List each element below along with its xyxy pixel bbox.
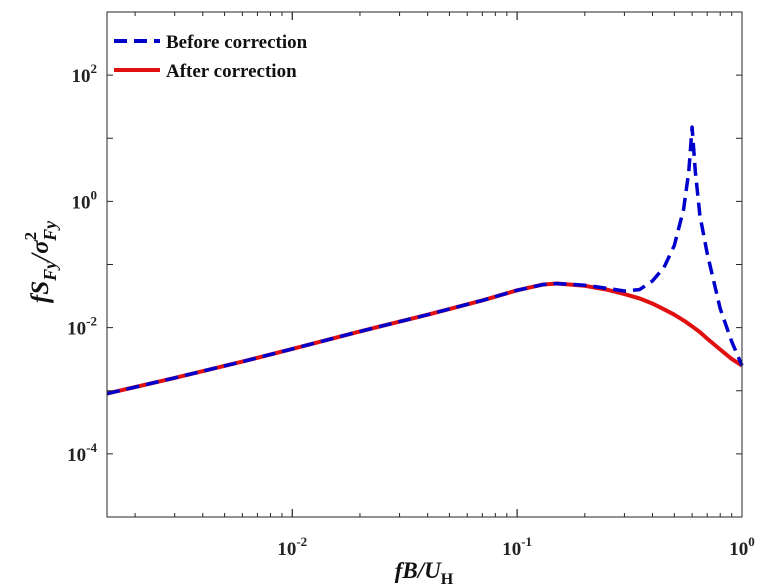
- series-layer: [106, 125, 744, 396]
- legend-label-after: After correction: [166, 61, 297, 82]
- y-tick-label: 10-2: [67, 314, 97, 340]
- x-tick-label: 100: [729, 534, 755, 560]
- x-axis-title: fB/UH: [395, 558, 454, 585]
- x-tick-label: 10-2: [277, 534, 307, 560]
- y-tick-label: 100: [72, 187, 98, 213]
- legend-label-before: Before correction: [166, 32, 308, 53]
- y-axis-title: fSFy/σ2Fy: [21, 220, 60, 303]
- tick-layer: 10-2 10-1 100 10-4 10-2 100 102: [67, 11, 755, 560]
- legend: Before correction After correction: [114, 32, 308, 82]
- y-tick-label: 10-4: [67, 440, 97, 466]
- plot-background: [107, 12, 742, 517]
- y-tick-label: 102: [72, 61, 98, 87]
- x-tick-label: 10-1: [502, 534, 532, 560]
- series-line-before-correction: [106, 125, 744, 396]
